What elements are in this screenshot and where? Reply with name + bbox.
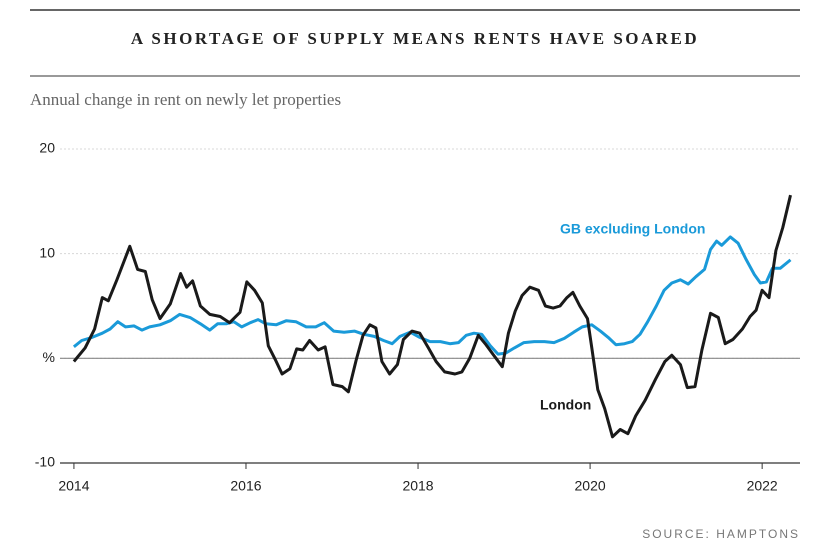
- x-tick-label: 2020: [575, 478, 606, 494]
- x-tick-label: 2014: [58, 478, 89, 494]
- y-tick-label: %: [43, 349, 55, 365]
- source: SOURCE: HAMPTONS: [642, 527, 800, 541]
- x-tick-label: 2016: [230, 478, 261, 494]
- series-label: London: [540, 397, 591, 413]
- series-line: [72, 235, 792, 356]
- series-line: [72, 194, 792, 439]
- series-label: GB excluding London: [560, 221, 705, 237]
- y-tick-label: -10: [35, 454, 55, 470]
- chart-subtitle: Annual change in rent on newly let prope…: [30, 90, 341, 109]
- x-tick-label: 2022: [747, 478, 778, 494]
- chart-title: A SHORTAGE OF SUPPLY MEANS RENTS HAVE SO…: [131, 29, 699, 48]
- x-tick-label: 2018: [402, 478, 433, 494]
- y-tick-label: 10: [39, 244, 55, 260]
- y-tick-label: 20: [39, 140, 55, 156]
